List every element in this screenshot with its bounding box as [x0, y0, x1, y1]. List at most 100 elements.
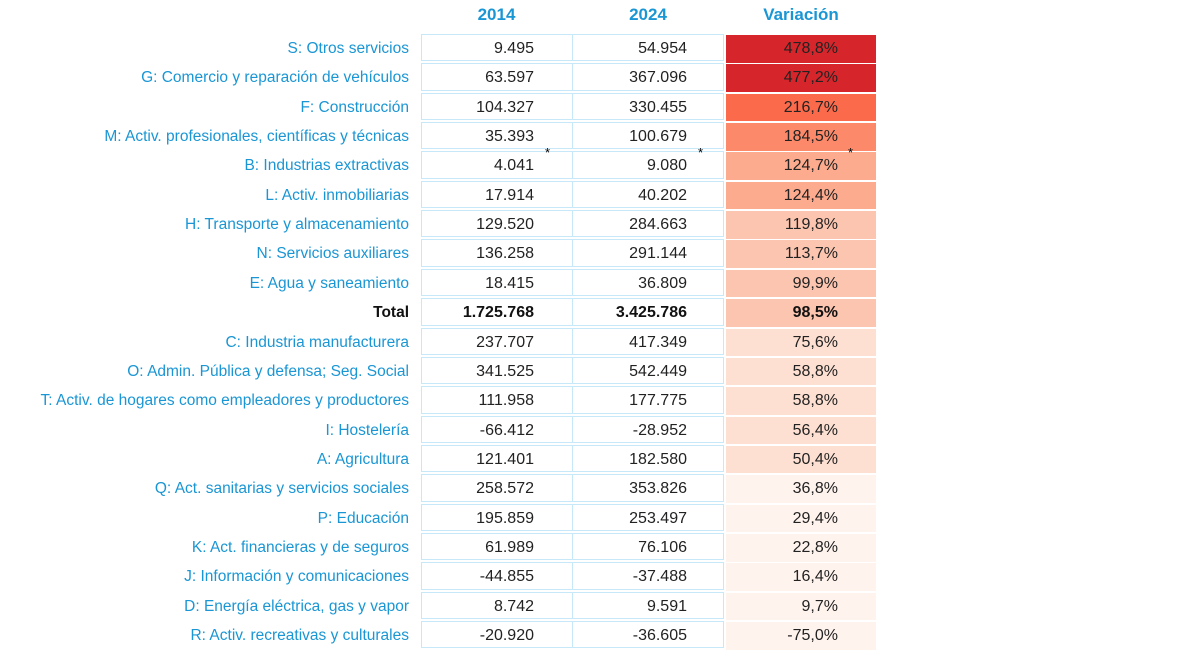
cell-2024: 36.809: [572, 268, 724, 297]
row-label: B: Industrias extractivas: [244, 157, 409, 175]
row-label: O: Admin. Pública y defensa; Seg. Social: [127, 362, 409, 380]
cell-2014: 341.525: [421, 356, 572, 385]
cell-variacion: 113,7%: [726, 240, 876, 269]
table-row: T: Activ. de hogares como empleadores y …: [0, 386, 880, 415]
cell-2024: 367.096: [572, 63, 724, 91]
row-label: A: Agricultura: [316, 450, 409, 468]
cell-2024: 542.449: [572, 356, 724, 385]
table-row: I: Hostelería -66.412 -28.952 56,4%: [0, 415, 880, 445]
cell-2024: 100.679: [572, 122, 724, 150]
cell-variacion: 29,4%: [726, 504, 876, 533]
footnote-asterisk: *: [848, 145, 854, 161]
table-row: Total 1.725.768 3.425.786 98,5%: [0, 298, 880, 327]
cell-variacion: 119,8%: [726, 211, 876, 239]
cell-variacion: 50,4%: [726, 445, 876, 474]
row-label: F: Construcción: [300, 98, 409, 116]
cell-2014: 9.495: [421, 34, 572, 62]
row-label: M: Activ. profesionales, científicas y t…: [104, 128, 409, 146]
cell-2024: 3.425.786: [572, 298, 724, 326]
cell-variacion: 124,7%: [726, 152, 876, 180]
cell-2014: -44.855: [421, 562, 572, 590]
cell-2014: -20.920: [421, 621, 572, 649]
cell-2014: 195.859: [421, 503, 572, 531]
table-row: C: Industria manufacturera 237.707 417.349…: [0, 327, 880, 357]
cell-variacion: 36,8%: [726, 475, 876, 503]
cell-2014: 17.914: [421, 180, 572, 209]
table-row: B: Industrias extractivas 4.041 9.080 124,7…: [0, 145, 880, 180]
row-label: I: Hostelería: [325, 421, 409, 439]
cell-variacion: 478,8%: [726, 35, 876, 63]
cell-2014: 111.958: [421, 386, 572, 414]
row-label: S: Otros servicios: [287, 40, 409, 57]
cell-variacion: 58,8%: [726, 357, 876, 386]
cell-2014: 63.597: [421, 63, 572, 91]
table-row: A: Agricultura 121.401 182.580 50,4%: [0, 444, 880, 474]
cell-2024: 9.080: [572, 151, 724, 179]
cell-2024: -36.605: [572, 621, 724, 649]
row-label: J: Información y comunicaciones: [184, 568, 409, 586]
row-label: D: Energía eléctrica, gas y vapor: [184, 597, 409, 615]
cell-variacion: 216,7%: [726, 93, 876, 122]
row-label: K: Act. financieras y de seguros: [191, 538, 409, 556]
cell-2014: 104.327: [421, 92, 572, 121]
row-label: T: Activ. de hogares como empleadores y …: [40, 392, 409, 410]
column-header-2024: 2024: [629, 5, 667, 24]
cell-variacion: 56,4%: [726, 416, 876, 445]
row-label: Total: [373, 304, 409, 322]
row-label: N: Servicios auxiliares: [256, 245, 409, 263]
cell-2024: 76.106: [572, 532, 724, 561]
table-row: K: Act. financieras y de seguros 61.989 76…: [0, 532, 880, 562]
table-row: P: Educación 195.859 253.497 29,4%: [0, 503, 880, 533]
cell-variacion: 184,5%: [726, 123, 876, 151]
row-label: C: Industria manufacturera: [225, 333, 409, 351]
table-row: E: Agua y saneamiento 18.415 36.809 99,9%: [0, 268, 880, 298]
row-label: E: Agua y saneamiento: [249, 274, 409, 292]
table-row: H: Transporte y almacenamiento 129.520 284…: [0, 210, 880, 239]
cell-2024: 177.775: [572, 386, 724, 414]
cell-variacion: 16,4%: [726, 563, 876, 591]
table-row: S: Otros servicios 9.495 54.954 478,8%: [0, 34, 880, 63]
row-label: L: Activ. inmobiliarias: [265, 186, 409, 204]
table-row: R: Activ. recreativas y culturales -20.92…: [0, 621, 880, 650]
cell-2024: 353.826: [572, 474, 724, 502]
cell-2024: 9.591: [572, 591, 724, 620]
cell-2014: -66.412: [421, 415, 572, 443]
row-label: P: Educación: [317, 509, 409, 527]
cell-2024: 284.663: [572, 210, 724, 238]
table-row: F: Construcción 104.327 330.455 216,7%: [0, 92, 880, 122]
table-row: D: Energía eléctrica, gas y vapor 8.742 9.…: [0, 591, 880, 621]
cell-2014: 35.393: [421, 122, 572, 150]
cell-variacion: -75,0%: [726, 622, 876, 650]
column-header-variacion: Variación: [763, 5, 839, 24]
column-header-2014: 2014: [477, 5, 516, 24]
cell-2024: 40.202: [572, 180, 724, 209]
cell-2014: 8.742: [421, 591, 572, 620]
cell-2024: 291.144: [572, 239, 724, 267]
cell-2024: 182.580: [572, 444, 724, 473]
cell-2024: 417.349: [572, 327, 724, 355]
cell-2014: 61.989: [421, 532, 572, 561]
cell-2014: 1.725.768: [421, 298, 572, 326]
cell-2014: 4.041: [421, 151, 572, 179]
cell-variacion: 9,7%: [726, 592, 876, 621]
cell-2024: -28.952: [572, 415, 724, 443]
cell-2014: 121.401: [421, 444, 572, 473]
cell-2014: 18.415: [421, 268, 572, 297]
row-label: H: Transporte y almacenamiento: [185, 216, 409, 234]
cell-2014: 237.707: [421, 327, 572, 355]
cell-variacion: 124,4%: [726, 181, 876, 210]
cell-2014: 258.572: [421, 474, 572, 502]
cell-2014: 136.258: [421, 239, 572, 267]
table-row: N: Servicios auxiliares 136.258 291.144 113…: [0, 239, 880, 269]
footnote-asterisk: *: [698, 145, 704, 161]
table-row: J: Información y comunicaciones -44.855 -3…: [0, 562, 880, 591]
cell-2024: 330.455: [572, 92, 724, 121]
table-row: M: Activ. profesionales, científicas y t…: [0, 122, 880, 151]
table-row: G: Comercio y reparación de vehículos 63.…: [0, 63, 880, 92]
table-row: O: Admin. Pública y defensa; Seg. Social…: [0, 356, 880, 386]
table-row: Q: Act. sanitarias y servicios sociales 2…: [0, 474, 880, 503]
cell-2014: 129.520: [421, 210, 572, 238]
cell-2024: 54.954: [572, 34, 724, 62]
table-row: L: Activ. inmobiliarias 17.914 40.202 124,4…: [0, 180, 880, 210]
cell-variacion: 58,8%: [726, 387, 876, 415]
